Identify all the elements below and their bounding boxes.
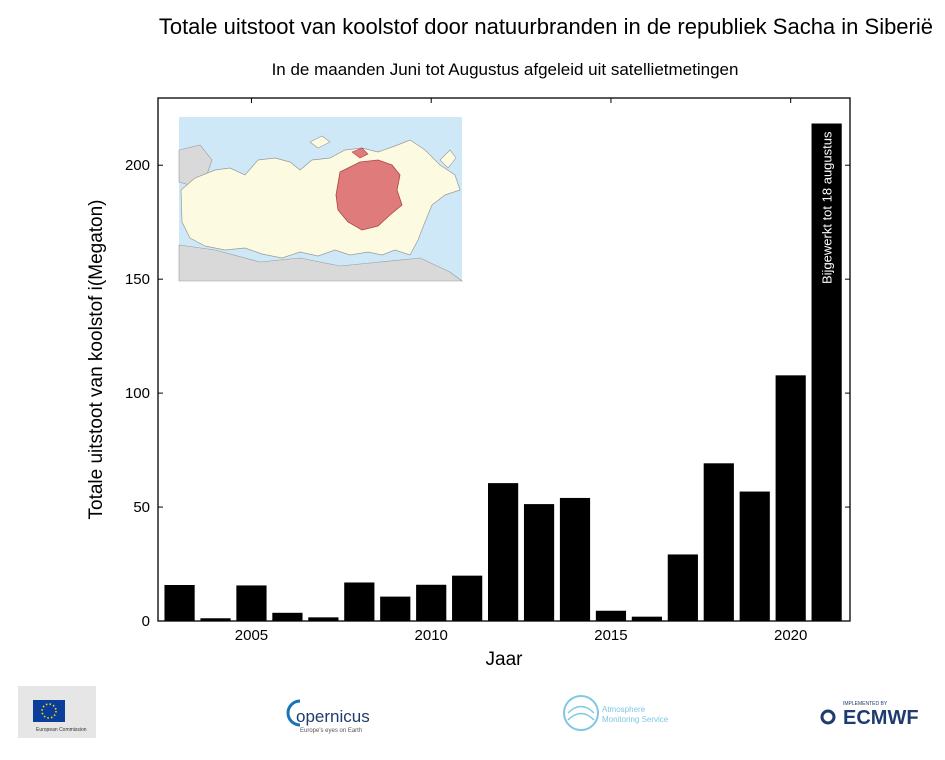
annotation: Bijgewerkt tot 18 augustus <box>820 131 835 284</box>
bar-2015 <box>595 610 627 621</box>
eu-commission-logo: European Commission <box>18 686 96 738</box>
y-tick-label: 100 <box>125 385 150 402</box>
y-tick-label: 150 <box>125 271 150 288</box>
map-neighbor-country <box>178 244 463 282</box>
eu-stars-icon <box>41 703 57 719</box>
bar-2004 <box>200 618 231 621</box>
plot-frame <box>157 97 851 622</box>
bar-2010 <box>416 584 447 621</box>
eu-flag <box>33 700 65 722</box>
copernicus-wordmark: opernicus <box>296 707 370 726</box>
bar-2006 <box>272 612 303 621</box>
cams-text-line2: Monitoring Service <box>602 715 669 724</box>
bars-group <box>164 123 842 621</box>
chart-subtitle: In de maanden Juni tot Augustus afgeleid… <box>271 60 739 79</box>
bar-2009 <box>380 596 411 621</box>
bar-2017 <box>667 554 698 621</box>
y-tick-label: 0 <box>142 613 150 630</box>
bar-2021 <box>811 123 842 621</box>
bar-2016 <box>631 616 662 621</box>
bar-2019 <box>739 491 770 621</box>
cams-text-line1: Atmosphere <box>602 705 646 714</box>
bar-2020 <box>775 375 806 621</box>
x-tick-label: 2005 <box>235 627 268 644</box>
cams-globe-icon <box>563 695 599 731</box>
x-tick-label: 2010 <box>415 627 448 644</box>
y-axis-label: Totale uitstoot van koolstof i(Megaton) <box>86 199 107 519</box>
copernicus-tagline: Europe's eyes on Earth <box>300 728 362 734</box>
bar-2008 <box>344 582 375 621</box>
y-tick-label: 50 <box>133 499 150 516</box>
bar-2014 <box>559 497 591 621</box>
ecmwf-symbol-icon <box>820 709 836 725</box>
map-island <box>351 147 369 159</box>
bar-2003 <box>164 584 195 621</box>
bar-2018 <box>703 463 734 621</box>
bar-2012 <box>488 483 519 621</box>
bar-2007 <box>308 617 339 621</box>
copernicus-c-icon <box>286 699 301 727</box>
ecmwf-wordmark: ECMWF <box>843 707 919 729</box>
map-island <box>439 149 457 169</box>
chart-title: Totale uitstoot van koolstof door natuur… <box>158 14 933 39</box>
axes-group: 0 50 100 150 200 2005 2010 2015 2020 <box>125 97 851 644</box>
inset-map <box>178 117 463 282</box>
bar-2005 <box>236 585 267 621</box>
cams-logo: Atmosphere Monitoring Service <box>563 695 669 731</box>
map-sakha-republic <box>335 159 403 231</box>
cams-wave-icon <box>567 705 595 721</box>
map-island <box>309 135 331 149</box>
bar-2011 <box>452 575 483 621</box>
x-axis-label: Jaar <box>486 649 524 670</box>
ecmwf-prefix: IMPLEMENTED BY <box>843 701 888 707</box>
y-tick-label: 200 <box>125 157 150 174</box>
ecmwf-logo: IMPLEMENTED BY ECMWF <box>820 701 919 729</box>
copernicus-logo: opernicus Europe's eyes on Earth <box>286 699 370 734</box>
bar-2013 <box>523 504 555 621</box>
x-tick-label: 2020 <box>774 627 807 644</box>
x-tick-label: 2015 <box>594 627 627 644</box>
eu-logo-text: European Commission <box>36 727 87 733</box>
